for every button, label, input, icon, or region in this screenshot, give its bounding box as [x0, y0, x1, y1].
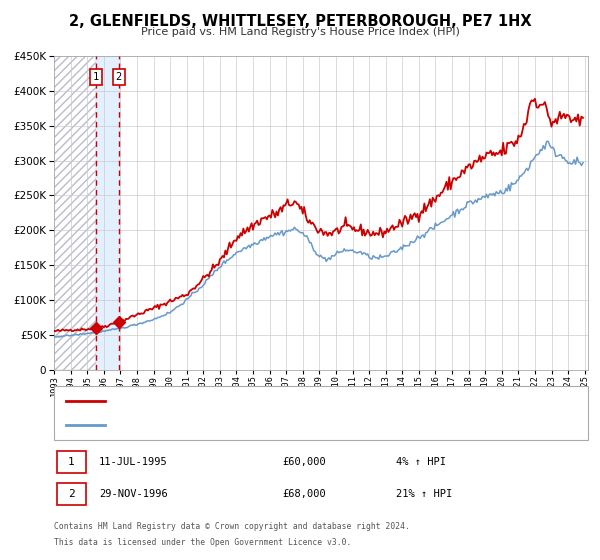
Text: 1: 1	[68, 457, 75, 467]
Text: 21% ↑ HPI: 21% ↑ HPI	[396, 489, 452, 499]
Text: 1: 1	[93, 72, 99, 82]
Text: HPI: Average price, detached house, Fenland: HPI: Average price, detached house, Fenl…	[111, 420, 358, 429]
Text: £60,000: £60,000	[282, 457, 326, 467]
Bar	[96, 56, 119, 370]
Text: £68,000: £68,000	[282, 489, 326, 499]
Text: 29-NOV-1996: 29-NOV-1996	[99, 489, 168, 499]
Text: 11-JUL-1995: 11-JUL-1995	[99, 457, 168, 467]
Text: This data is licensed under the Open Government Licence v3.0.: This data is licensed under the Open Gov…	[54, 538, 352, 547]
Bar	[54, 56, 96, 370]
Text: 2, GLENFIELDS, WHITTLESEY, PETERBOROUGH, PE7 1HX (detached house): 2, GLENFIELDS, WHITTLESEY, PETERBOROUGH,…	[111, 397, 485, 406]
Text: Contains HM Land Registry data © Crown copyright and database right 2024.: Contains HM Land Registry data © Crown c…	[54, 522, 410, 531]
Text: 2, GLENFIELDS, WHITTLESEY, PETERBOROUGH, PE7 1HX: 2, GLENFIELDS, WHITTLESEY, PETERBOROUGH,…	[68, 14, 532, 29]
Text: 4% ↑ HPI: 4% ↑ HPI	[396, 457, 446, 467]
Text: 2: 2	[116, 72, 122, 82]
Text: 2: 2	[68, 489, 75, 499]
Text: Price paid vs. HM Land Registry's House Price Index (HPI): Price paid vs. HM Land Registry's House …	[140, 27, 460, 37]
